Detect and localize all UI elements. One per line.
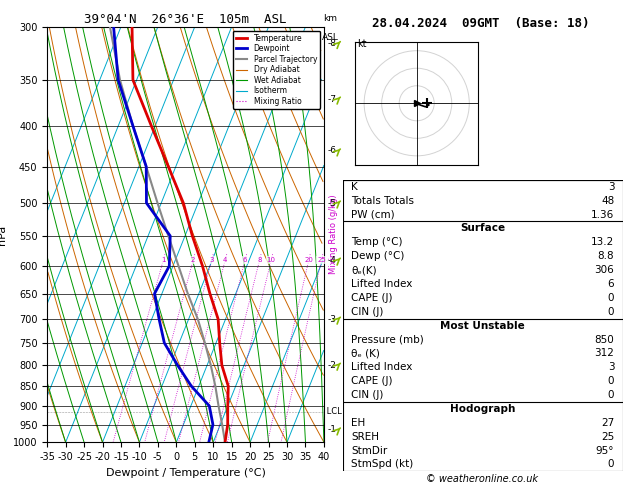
Text: 28.04.2024  09GMT  (Base: 18): 28.04.2024 09GMT (Base: 18) xyxy=(372,17,590,30)
Text: K: K xyxy=(351,182,358,192)
Text: -3: -3 xyxy=(327,314,336,324)
Text: © weatheronline.co.uk: © weatheronline.co.uk xyxy=(426,473,538,484)
Text: 25: 25 xyxy=(317,257,326,263)
Text: -6: -6 xyxy=(327,146,336,156)
Text: 0: 0 xyxy=(608,376,615,386)
Text: 8: 8 xyxy=(257,257,262,263)
Text: -7: -7 xyxy=(327,95,336,104)
Text: 0: 0 xyxy=(608,293,615,303)
Text: 306: 306 xyxy=(594,265,615,275)
Text: 312: 312 xyxy=(594,348,615,358)
Text: 3: 3 xyxy=(209,257,214,263)
Text: CIN (J): CIN (J) xyxy=(351,307,384,317)
Text: 4: 4 xyxy=(223,257,227,263)
Y-axis label: hPa: hPa xyxy=(0,225,8,244)
Text: SREH: SREH xyxy=(351,432,379,442)
Text: EH: EH xyxy=(351,418,365,428)
Text: PW (cm): PW (cm) xyxy=(351,209,395,220)
Text: -8: -8 xyxy=(327,39,336,48)
Text: 6: 6 xyxy=(608,279,615,289)
Text: Mixing Ratio (g/kg): Mixing Ratio (g/kg) xyxy=(330,195,338,274)
Text: 0: 0 xyxy=(608,307,615,317)
Text: 850: 850 xyxy=(594,334,615,345)
Text: -4: -4 xyxy=(327,256,336,265)
Text: Lifted Index: Lifted Index xyxy=(351,362,413,372)
Text: θₑ (K): θₑ (K) xyxy=(351,348,380,358)
Text: Lifted Index: Lifted Index xyxy=(351,279,413,289)
Text: 48: 48 xyxy=(601,196,615,206)
Text: 0: 0 xyxy=(608,459,615,469)
Text: Totals Totals: Totals Totals xyxy=(351,196,415,206)
Text: 20: 20 xyxy=(304,257,313,263)
Text: Temp (°C): Temp (°C) xyxy=(351,237,403,247)
Text: 1: 1 xyxy=(161,257,165,263)
Text: LCL: LCL xyxy=(324,407,342,416)
Text: Surface: Surface xyxy=(460,224,505,233)
Text: kt: kt xyxy=(357,39,367,49)
Text: CAPE (J): CAPE (J) xyxy=(351,376,392,386)
Legend: Temperature, Dewpoint, Parcel Trajectory, Dry Adiabat, Wet Adiabat, Isotherm, Mi: Temperature, Dewpoint, Parcel Trajectory… xyxy=(233,31,320,109)
Text: 2: 2 xyxy=(191,257,196,263)
X-axis label: Dewpoint / Temperature (°C): Dewpoint / Temperature (°C) xyxy=(106,468,265,478)
Text: 10: 10 xyxy=(267,257,276,263)
Text: Hodograph: Hodograph xyxy=(450,404,515,414)
Text: 8.8: 8.8 xyxy=(598,251,615,261)
Text: -1: -1 xyxy=(327,425,336,434)
Text: 27: 27 xyxy=(601,418,615,428)
Text: 3: 3 xyxy=(608,182,615,192)
Text: StmSpd (kt): StmSpd (kt) xyxy=(351,459,413,469)
Text: km: km xyxy=(323,14,338,22)
Text: CAPE (J): CAPE (J) xyxy=(351,293,392,303)
Text: 0: 0 xyxy=(608,390,615,400)
Text: 25: 25 xyxy=(601,432,615,442)
Text: Dewp (°C): Dewp (°C) xyxy=(351,251,404,261)
Text: CIN (J): CIN (J) xyxy=(351,390,384,400)
Text: 1.36: 1.36 xyxy=(591,209,615,220)
Text: -2: -2 xyxy=(327,361,336,370)
Text: Pressure (mb): Pressure (mb) xyxy=(351,334,424,345)
Text: 13.2: 13.2 xyxy=(591,237,615,247)
Text: -5: -5 xyxy=(327,199,336,208)
Text: 95°: 95° xyxy=(596,446,615,455)
Text: 3: 3 xyxy=(608,362,615,372)
Text: ASL: ASL xyxy=(322,33,339,42)
Title: 39°04'N  26°36'E  105m  ASL: 39°04'N 26°36'E 105m ASL xyxy=(84,13,287,26)
Text: StmDir: StmDir xyxy=(351,446,387,455)
Text: θₑ(K): θₑ(K) xyxy=(351,265,377,275)
Text: Most Unstable: Most Unstable xyxy=(440,321,525,330)
Text: 6: 6 xyxy=(243,257,247,263)
